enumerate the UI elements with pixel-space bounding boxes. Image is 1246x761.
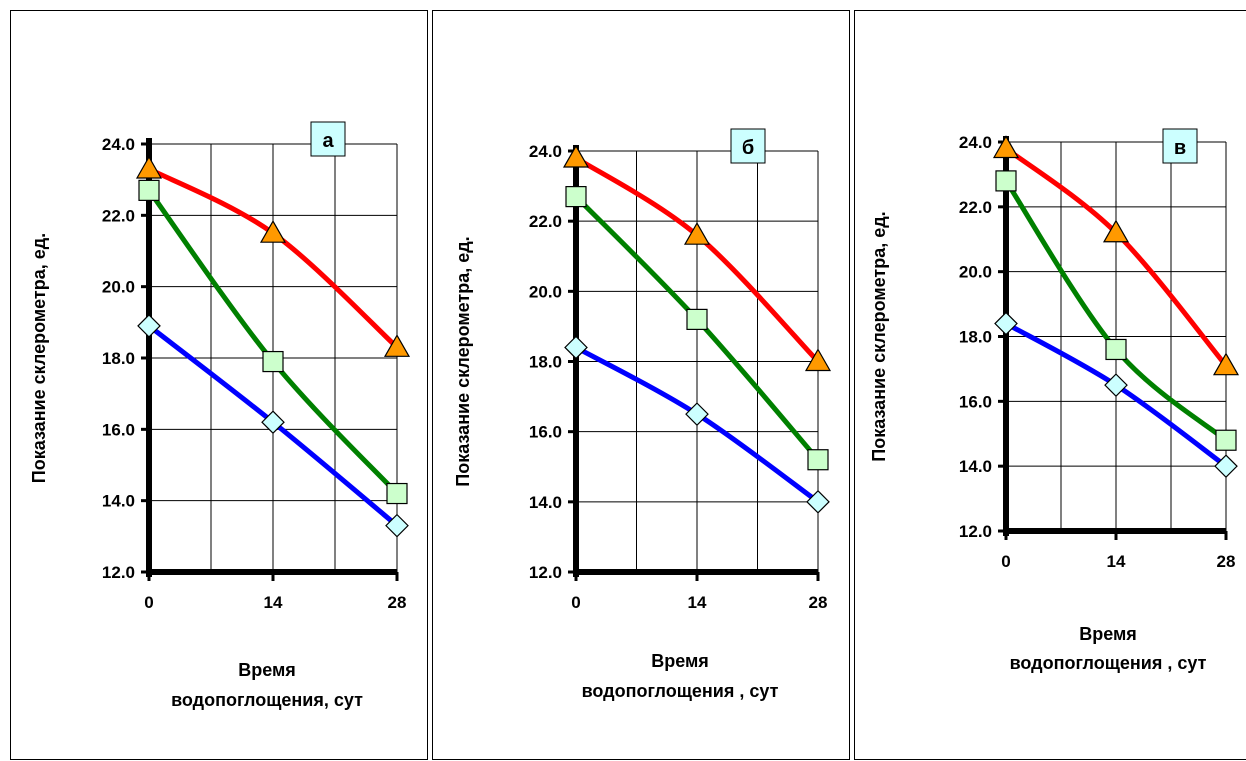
x-axis-label-line2: водопоглощения , сут (1010, 653, 1207, 673)
y-tick-label: 24.0 (529, 142, 562, 161)
panel-label: б (742, 137, 754, 159)
x-axis-label-line1: Время (651, 651, 709, 671)
data-point-triangle (562, 144, 590, 168)
y-tick-label: 12.0 (959, 522, 992, 541)
x-tick-label: 0 (571, 593, 580, 612)
data-point-triangle (1102, 219, 1130, 243)
panel-label-badge (730, 128, 766, 164)
chart-panel-v: 12.0 14.0 16.0 18.0 20.0 22.0 24.0 0 14 28 в Показа… (854, 10, 1246, 760)
y-axis-label: Показание склерометра, ед. (869, 211, 889, 461)
data-point-triangle (259, 219, 287, 243)
y-axis-label: Показание склерометра, ед. (29, 233, 49, 483)
y-axis-label: Показание склерометра, ед. (453, 236, 473, 486)
x-tick-label: 14 (688, 593, 707, 612)
data-point-square (138, 179, 160, 201)
y-tick-label: 22.0 (529, 212, 562, 231)
data-point-triangle (383, 334, 411, 357)
chart-v-svg: 12.0 14.0 16.0 18.0 20.0 22.0 24.0 0 14 28 в Показа… (869, 128, 1240, 673)
y-tick-label: 20.0 (959, 263, 992, 282)
x-tick-label: 28 (388, 593, 407, 612)
panel-label: в (1174, 137, 1186, 159)
chart-a-svg: 12.0 14.0 16.0 18.0 20.0 22.0 24.0 0 14 28 а Показа… (29, 121, 411, 710)
data-point-triangle (135, 155, 163, 179)
data-point-square (1215, 429, 1237, 451)
x-tick-label: 14 (1107, 552, 1126, 571)
y-tick-label: 22.0 (102, 206, 135, 225)
data-point-square (686, 308, 708, 330)
data-point-diamond (806, 489, 830, 514)
y-tick-label: 16.0 (529, 423, 562, 442)
y-tick-label: 18.0 (529, 353, 562, 372)
data-point-triangle (683, 221, 711, 245)
data-point-diamond (1104, 373, 1128, 397)
panel-label-badge (310, 121, 346, 157)
y-tick-label: 18.0 (102, 349, 135, 368)
data-point-diamond (385, 513, 409, 538)
x-axis-label-line2: водопоглощения, сут (171, 690, 363, 710)
data-point-square (1105, 338, 1127, 361)
data-point-diamond (1214, 454, 1238, 479)
y-tick-label: 12.0 (102, 563, 135, 582)
data-point-square (565, 186, 587, 208)
data-point-diamond (137, 314, 161, 338)
data-point-square (995, 170, 1017, 192)
x-tick-label: 28 (1217, 552, 1236, 571)
y-tick-label: 14.0 (959, 457, 992, 476)
y-tick-label: 20.0 (529, 282, 562, 301)
x-axis-label-line1: Время (1079, 624, 1137, 644)
panel-label: а (322, 130, 334, 152)
data-point-triangle (804, 348, 832, 372)
x-tick-label: 28 (809, 593, 828, 612)
x-tick-label: 14 (264, 593, 283, 612)
y-tick-label: 16.0 (102, 420, 135, 439)
chart-panel-b: 12.0 14.0 16.0 18.0 20.0 22.0 24.0 0 14 28 б Показа… (432, 10, 850, 760)
y-tick-label: 20.0 (102, 278, 135, 297)
data-point-diamond (564, 335, 588, 360)
x-axis-label-line2: водопоглощения , сут (582, 681, 779, 701)
data-point-square (386, 482, 408, 505)
data-point-square (807, 449, 829, 471)
y-tick-label: 24.0 (102, 135, 135, 154)
y-tick-label: 22.0 (959, 198, 992, 217)
y-tick-label: 18.0 (959, 328, 992, 347)
data-point-diamond (685, 402, 709, 426)
chart-panel-a: 12.0 14.0 16.0 18.0 20.0 22.0 24.0 0 14 28 а Показа… (10, 10, 428, 760)
x-axis-label-line1: Время (238, 660, 296, 680)
y-tick-label: 14.0 (529, 493, 562, 512)
x-tick-label: 0 (1001, 552, 1010, 571)
y-tick-label: 24.0 (959, 133, 992, 152)
data-point-diamond (261, 410, 285, 435)
data-point-square (262, 350, 284, 373)
x-tick-label: 0 (144, 593, 153, 612)
panel-label-badge (1162, 128, 1198, 164)
data-point-triangle (1212, 352, 1240, 376)
data-point-triangle (992, 135, 1020, 159)
data-point-diamond (994, 311, 1018, 336)
chart-b-svg: 12.0 14.0 16.0 18.0 20.0 22.0 24.0 0 14 28 б Показа… (453, 128, 832, 701)
y-tick-label: 12.0 (529, 563, 562, 582)
y-tick-label: 16.0 (959, 392, 992, 411)
y-tick-label: 14.0 (102, 492, 135, 511)
